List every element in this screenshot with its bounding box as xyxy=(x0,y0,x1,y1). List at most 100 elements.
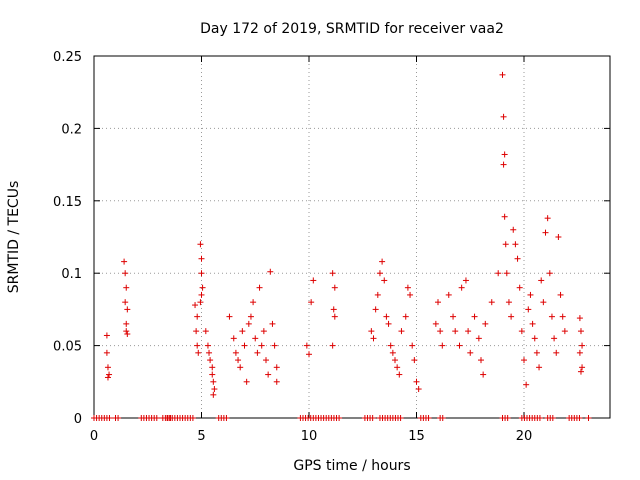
data-point xyxy=(478,357,484,364)
data-point xyxy=(254,349,261,356)
y-tick-label: 0.25 xyxy=(53,50,82,65)
data-point xyxy=(456,342,463,349)
zero-value-markers xyxy=(91,415,592,421)
x-tick-label: 20 xyxy=(516,429,533,444)
data-point xyxy=(501,213,508,220)
data-point xyxy=(245,320,252,327)
data-point xyxy=(123,320,130,327)
data-point xyxy=(435,299,441,306)
data-point xyxy=(533,349,540,356)
data-point xyxy=(387,342,394,349)
data-point xyxy=(209,364,216,371)
data-point xyxy=(529,320,536,327)
data-point xyxy=(202,328,209,335)
data-point xyxy=(247,313,254,320)
data-point xyxy=(204,342,211,349)
data-point xyxy=(329,270,336,277)
data-point xyxy=(194,313,201,320)
data-point xyxy=(383,313,390,320)
zero-point xyxy=(536,415,543,421)
data-point xyxy=(502,241,509,248)
data-point xyxy=(518,328,525,335)
y-tick-labels: 0 0.05 0.1 0.15 0.2 0.25 xyxy=(53,50,82,427)
y-tick-label: 0.2 xyxy=(61,122,82,137)
zero-point xyxy=(549,415,556,421)
data-point xyxy=(521,357,527,364)
data-point xyxy=(124,306,131,313)
data-point xyxy=(381,277,388,284)
y-tick-label: 0 xyxy=(74,412,82,427)
data-point xyxy=(306,351,312,358)
data-point xyxy=(432,320,439,327)
zero-point xyxy=(585,415,592,421)
data-point xyxy=(263,357,269,364)
data-point xyxy=(548,313,555,320)
data-point xyxy=(197,299,204,306)
data-point xyxy=(553,349,560,356)
data-point xyxy=(195,349,202,356)
data-point xyxy=(482,320,489,327)
data-point xyxy=(235,357,242,364)
data-point xyxy=(250,299,257,306)
data-point xyxy=(232,349,239,356)
data-point xyxy=(557,291,564,298)
data-point xyxy=(269,320,276,327)
data-point xyxy=(396,371,403,378)
data-point xyxy=(394,364,401,371)
data-point xyxy=(104,364,111,371)
data-point xyxy=(398,328,405,335)
data-point xyxy=(256,284,263,291)
data-point xyxy=(512,241,519,248)
data-point xyxy=(462,277,469,284)
data-point xyxy=(555,234,562,240)
data-point xyxy=(103,332,110,339)
data-point xyxy=(551,335,558,342)
data-point xyxy=(559,313,566,320)
data-point xyxy=(308,299,315,306)
data-point xyxy=(514,255,521,262)
grid-lines xyxy=(94,56,610,418)
data-point xyxy=(561,328,568,335)
zero-point xyxy=(425,415,432,421)
data-point xyxy=(576,349,583,356)
data-point xyxy=(503,270,510,277)
data-point xyxy=(210,391,217,398)
data-point xyxy=(210,378,217,385)
data-point xyxy=(241,342,248,349)
data-point xyxy=(194,342,201,349)
data-point xyxy=(273,378,280,385)
data-point xyxy=(465,328,472,335)
data-point xyxy=(368,328,375,335)
plot-frame xyxy=(93,55,611,419)
data-point xyxy=(544,215,551,222)
x-axis-label: GPS time / hours xyxy=(293,458,410,474)
data-point xyxy=(500,113,507,120)
data-point xyxy=(450,313,457,320)
data-point xyxy=(330,306,337,313)
data-point xyxy=(540,299,547,306)
data-point xyxy=(475,335,482,342)
data-point xyxy=(500,161,507,168)
data-point xyxy=(331,284,338,291)
data-point xyxy=(197,241,204,248)
zero-point xyxy=(223,415,230,421)
data-point xyxy=(579,364,586,371)
data-point xyxy=(267,268,274,275)
data-point xyxy=(198,255,205,262)
data-point xyxy=(499,71,506,78)
data-point xyxy=(211,386,218,393)
data-point xyxy=(198,291,205,298)
data-point xyxy=(122,299,129,306)
data-point xyxy=(516,284,523,291)
data-point xyxy=(579,342,586,349)
zero-point xyxy=(336,415,343,421)
zero-point xyxy=(189,415,196,421)
data-point xyxy=(407,291,414,298)
data-point xyxy=(265,371,272,378)
zero-point xyxy=(369,415,376,421)
data-point xyxy=(252,335,259,342)
data-point xyxy=(226,313,233,320)
data-point xyxy=(121,258,128,265)
data-point xyxy=(329,342,336,349)
